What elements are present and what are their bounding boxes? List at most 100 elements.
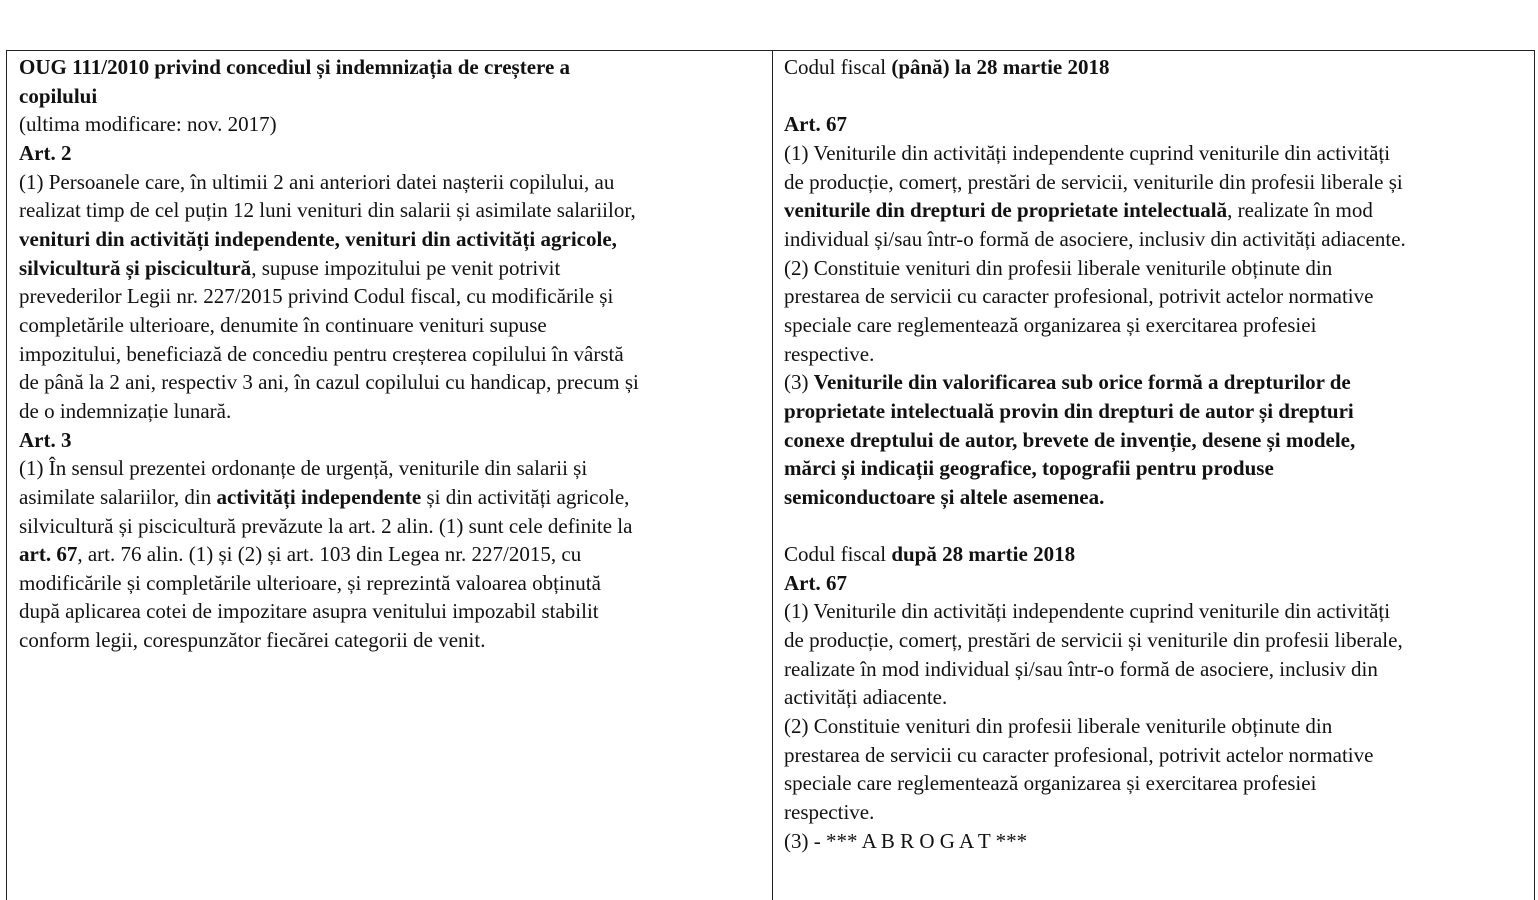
text-line: Art. 2 [19, 139, 639, 168]
text-line: venituri din activități independente, ve… [19, 225, 639, 254]
text: (1) Veniturile din activități independen… [784, 599, 1391, 624]
text-line: activități adiacente. [784, 683, 1406, 712]
bold-text: venituri din activități independente, ve… [19, 226, 617, 251]
text-line: realizat timp de cel puțin 12 luni venit… [19, 196, 639, 225]
comparison-table: OUG 111/2010 privind concediul și indemn… [6, 50, 1535, 900]
text: realizate în mod individual și/sau într-… [784, 656, 1378, 681]
text: , realizate în mod [1227, 198, 1373, 223]
text-line: Codul fiscal (până) la 28 martie 2018 [784, 53, 1406, 82]
text-line: asimilate salariilor, din activități ind… [19, 483, 639, 512]
bold-text: Art. 2 [19, 140, 72, 165]
text-line: (3) Veniturile din valorificarea sub ori… [784, 368, 1406, 397]
text-line: (1) Veniturile din activități independen… [784, 597, 1406, 626]
text-line: mărci și indicații geografice, topografi… [784, 454, 1406, 483]
text-line: semiconductoare și altele asemenea. [784, 483, 1406, 512]
text-line: veniturile din drepturi de proprietate i… [784, 196, 1406, 225]
right-column-codul-fiscal: Codul fiscal (până) la 28 martie 2018 Art… [784, 53, 1406, 855]
text-line: art. 67, art. 76 alin. (1) și (2) și art… [19, 540, 639, 569]
text: silvicultură și piscicultură prevăzute l… [19, 513, 633, 538]
text: , supuse impozitului pe venit potrivit [251, 255, 561, 280]
bold-text: mărci și indicații geografice, topografi… [784, 456, 1274, 481]
text-line: speciale care reglementează organizarea … [784, 769, 1406, 798]
text-line: (1) În sensul prezentei ordonanțe de urg… [19, 454, 639, 483]
text-line: (3) - *** A B R O G A T *** [784, 827, 1406, 856]
text: realizat timp de cel puțin 12 luni venit… [19, 198, 636, 223]
text: impozitului, beneficiază de concediu pen… [19, 341, 624, 366]
text-line: completările ulterioare, denumite în con… [19, 311, 639, 340]
text-line: respective. [784, 798, 1406, 827]
text-line: conexe dreptului de autor, brevete de in… [784, 426, 1406, 455]
bold-text: art. 67 [19, 542, 78, 567]
bold-text: Art. 67 [784, 570, 847, 595]
text-line: de până la 2 ani, respectiv 3 ani, în ca… [19, 368, 639, 397]
text: prevederilor Legii nr. 227/2015 privind … [19, 284, 614, 309]
text: respective. [784, 800, 875, 825]
text: , art. 76 alin. (1) și (2) și art. 103 d… [77, 542, 582, 567]
text-line: conform legii, corespunzător fiecărei ca… [19, 626, 639, 655]
text: de până la 2 ani, respectiv 3 ani, în ca… [19, 370, 639, 395]
bold-text: conexe dreptului de autor, brevete de in… [784, 427, 1356, 452]
text-line: Codul fiscal după 28 martie 2018 [784, 540, 1406, 569]
text-line: prestarea de servicii cu caracter profes… [784, 741, 1406, 770]
text-line: (2) Constituie venituri din profesii lib… [784, 712, 1406, 741]
text-line: prestarea de servicii cu caracter profes… [784, 282, 1406, 311]
bold-text: semiconductoare și altele asemenea. [784, 484, 1105, 509]
text: (3) [784, 370, 814, 395]
text-line: proprietate intelectuală provin din drep… [784, 397, 1406, 426]
text: individual și/sau într-o formă de asocie… [784, 226, 1406, 251]
text: de producție, comerț, prestări de servic… [784, 169, 1403, 194]
text: activități adiacente. [784, 685, 948, 710]
text-line: individual și/sau într-o formă de asocie… [784, 225, 1406, 254]
text-line: realizate în mod individual și/sau într-… [784, 655, 1406, 684]
bold-text: activități independente [216, 484, 422, 509]
text: (1) Veniturile din activități independen… [784, 140, 1391, 165]
text: (ultima modificare: nov. 2017) [19, 112, 277, 137]
text: speciale care reglementează organizarea … [784, 771, 1317, 796]
text: (1) În sensul prezentei ordonanțe de urg… [19, 456, 588, 481]
text: (2) Constituie venituri din profesii lib… [784, 714, 1333, 739]
text: Codul fiscal [784, 55, 892, 79]
bold-text: copilului [19, 83, 98, 108]
text-line: Art. 67 [784, 569, 1406, 598]
bold-text: Veniturile din valorificarea sub orice f… [813, 370, 1351, 395]
text: speciale care reglementează organizarea … [784, 312, 1317, 337]
text-line: de producție, comerț, prestări de servic… [784, 168, 1406, 197]
text: și din activități agricole, [421, 484, 630, 509]
left-column-oug-111-2010: OUG 111/2010 privind concediul și indemn… [19, 53, 639, 655]
bold-text: OUG 111/2010 privind concediul și indemn… [19, 55, 571, 79]
column-divider [772, 51, 773, 900]
bold-text: Art. 3 [19, 427, 72, 452]
text-line: OUG 111/2010 privind concediul și indemn… [19, 53, 639, 82]
text: (1) Persoanele care, în ultimii 2 ani an… [19, 169, 615, 194]
text-line: silvicultură și piscicultură, supuse imp… [19, 254, 639, 283]
text: Codul fiscal [784, 542, 892, 567]
text-line: după aplicarea cotei de impozitare asupr… [19, 597, 639, 626]
text: conform legii, corespunzător fiecărei ca… [19, 628, 486, 653]
text-line [784, 82, 1406, 111]
text: de o indemnizație lunară. [19, 398, 232, 423]
text-line: copilului [19, 82, 639, 111]
text: de producție, comerț, prestări de servic… [784, 628, 1403, 653]
text-line: (1) Veniturile din activități independen… [784, 139, 1406, 168]
text-line: (ultima modificare: nov. 2017) [19, 110, 639, 139]
text-line: (2) Constituie venituri din profesii lib… [784, 254, 1406, 283]
text: după aplicarea cotei de impozitare asupr… [19, 599, 599, 624]
text: (2) Constituie venituri din profesii lib… [784, 255, 1333, 280]
text-line: silvicultură și piscicultură prevăzute l… [19, 512, 639, 541]
text: asimilate salariilor, din [19, 484, 217, 509]
text-line: Art. 67 [784, 110, 1406, 139]
text-line: prevederilor Legii nr. 227/2015 privind … [19, 282, 639, 311]
text-line: (1) Persoanele care, în ultimii 2 ani an… [19, 168, 639, 197]
text-line: respective. [784, 340, 1406, 369]
bold-text: proprietate intelectuală provin din drep… [784, 398, 1354, 423]
text-line: de producție, comerț, prestări de servic… [784, 626, 1406, 655]
text: prestarea de servicii cu caracter profes… [784, 284, 1374, 309]
text-line: impozitului, beneficiază de concediu pen… [19, 340, 639, 369]
bold-text: după 28 martie 2018 [891, 542, 1076, 567]
text-line: speciale care reglementează organizarea … [784, 311, 1406, 340]
text-line: Art. 3 [19, 426, 639, 455]
text: modificările și completările ulterioare,… [19, 570, 601, 595]
bold-text: (până) la 28 martie 2018 [891, 55, 1110, 79]
text: (3) - *** A B R O G A T *** [784, 828, 1028, 853]
text-line: de o indemnizație lunară. [19, 397, 639, 426]
